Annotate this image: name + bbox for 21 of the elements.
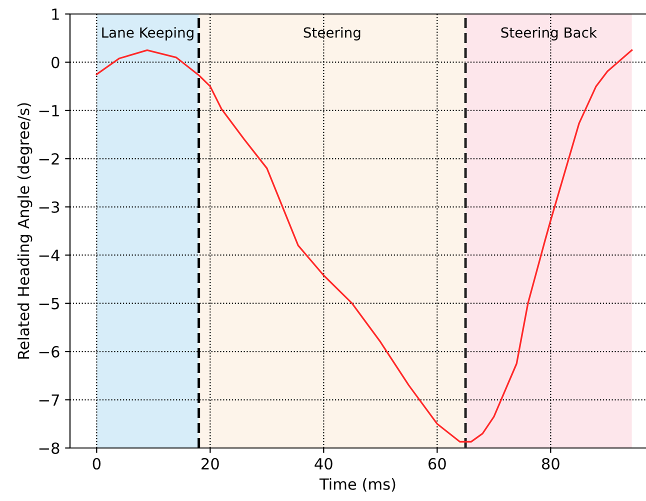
band-label: Lane Keeping	[102, 27, 194, 40]
x-tick-label: 0	[92, 458, 101, 470]
band-label: Steering Back	[501, 27, 597, 40]
y-tick-label: 1	[52, 8, 59, 20]
band-label: Steering	[304, 27, 360, 40]
x-tick-label: 60	[428, 458, 446, 470]
x-tick-label: 40	[314, 458, 332, 470]
y-axis-title: Related Heading Angle (degree/s)	[17, 103, 32, 359]
y-tick-label: −6	[39, 346, 60, 358]
y-tick-label: −2	[39, 153, 59, 164]
y-tick-label: −4	[39, 250, 60, 261]
y-tick-label: −8	[39, 442, 60, 454]
y-tick-label: −7	[39, 394, 59, 406]
y-tick-label: −5	[39, 298, 59, 310]
x-axis-title: Time (ms)	[319, 478, 396, 492]
x-tick-label: 20	[202, 458, 219, 470]
y-tick-label: 0	[52, 56, 60, 68]
y-tick-label: −1	[39, 105, 59, 116]
line-series	[96, 49, 633, 443]
x-tick-label: 80	[542, 458, 560, 470]
y-tick-label: −3	[39, 201, 60, 213]
